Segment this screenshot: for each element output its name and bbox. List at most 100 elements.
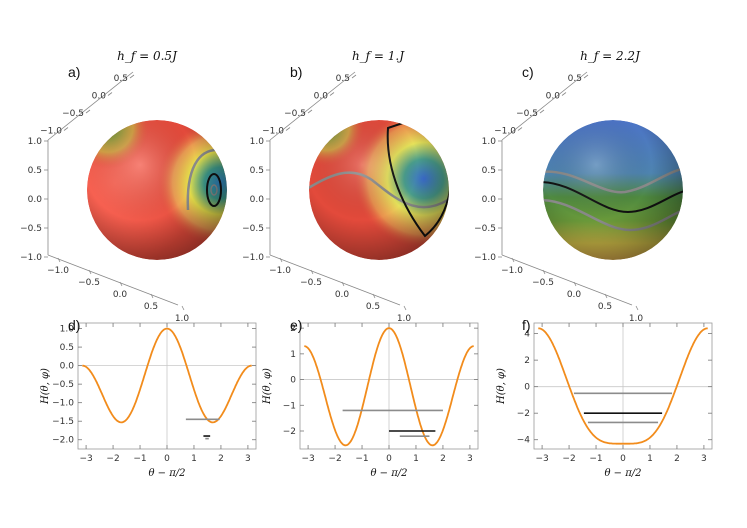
left-tick-label: 1.0 <box>482 137 497 147</box>
x-tick-label: 3 <box>467 454 473 464</box>
left-tick-label: −1.0 <box>20 253 42 263</box>
sphere-box-2: 0.50.0−0.5−1.01.00.50.0−0.5−1.0−1.0−0.50… <box>474 71 643 324</box>
x-tick-label: 2 <box>440 454 446 464</box>
x-tick-label: 1 <box>413 454 419 464</box>
panel-title-b: h_f = 1.J <box>352 49 405 63</box>
box-tick <box>129 74 135 79</box>
top-tick-label: −1.0 <box>40 127 62 137</box>
top-tick-label: −0.5 <box>284 109 306 119</box>
sphere-axes-layer: 0.50.0−0.5−1.01.00.50.0−0.5−1.0−1.0−0.50… <box>20 71 643 324</box>
x-tick-label: −2 <box>106 454 119 464</box>
bottom-tick-label: 0.0 <box>335 290 350 300</box>
left-tick-label: 0.0 <box>482 195 497 205</box>
left-tick-label: −0.5 <box>20 224 42 234</box>
y-tick-label: 0.0 <box>60 362 75 372</box>
box-tick <box>285 127 291 131</box>
y-tick-label: 2 <box>290 324 296 334</box>
x-axis-label: θ − π/2 <box>148 468 185 479</box>
bottom-tick-label: −1.0 <box>47 266 69 276</box>
x-tick-label: 0 <box>620 454 626 464</box>
y-axis-label: H(θ, φ) <box>40 368 51 405</box>
x-tick-label: 1 <box>191 454 197 464</box>
left-tick-label: 0.5 <box>250 166 264 176</box>
box-tick <box>561 92 567 96</box>
box-tick <box>57 257 61 263</box>
sphere-box-1: 0.50.0−0.5−1.01.00.50.0−0.5−1.0−1.0−0.50… <box>242 71 411 324</box>
x-tick-label: −3 <box>301 454 314 464</box>
panel-title-a: h_f = 0.5J <box>117 49 178 63</box>
box-tick <box>307 109 313 114</box>
box-tick <box>63 127 69 131</box>
bottom-labels: d) e) f) <box>68 317 531 333</box>
x-tick-label: 3 <box>245 454 251 464</box>
panel-label-b: b) <box>290 64 302 80</box>
x-tick-label: 2 <box>674 454 680 464</box>
y-axis-label: H(θ, φ) <box>496 368 507 405</box>
left-tick-label: −1.0 <box>474 253 496 263</box>
top-tick-label: 0.0 <box>92 92 107 102</box>
box-tick <box>310 269 314 275</box>
box-edge <box>501 71 588 141</box>
top-tick-label: −0.5 <box>516 109 538 119</box>
box-edge <box>269 71 356 141</box>
bottom-tick-label: −0.5 <box>300 278 322 288</box>
y-tick-label: 1.0 <box>60 325 75 335</box>
bottom-tick-label: −1.0 <box>501 266 523 276</box>
bottom-tick-label: 0.0 <box>567 290 582 300</box>
y-tick-label: −1 <box>283 401 296 411</box>
x-tick-label: −2 <box>328 454 341 464</box>
left-tick-label: 0.5 <box>482 166 496 176</box>
box-tick <box>119 281 123 287</box>
bottom-tick-label: 0.0 <box>113 290 128 300</box>
box-tick <box>279 257 283 263</box>
x-tick-label: 1 <box>647 454 653 464</box>
box-tick <box>85 109 91 114</box>
panel-label-d: d) <box>68 317 80 333</box>
x-tick-label: 0 <box>164 454 170 464</box>
box-tick <box>181 305 185 311</box>
box-tick <box>511 257 515 263</box>
energy-curve <box>538 327 708 445</box>
top-tick-label: −1.0 <box>262 127 284 137</box>
box-edge <box>269 254 401 306</box>
box-tick <box>351 74 357 79</box>
bloch-sphere-c <box>543 120 683 260</box>
bottom-tick-label: 1.0 <box>175 314 190 324</box>
bottom-tick-label: 0.5 <box>598 302 612 312</box>
bottom-tick-label: 0.5 <box>366 302 380 312</box>
box-tick <box>403 305 407 311</box>
y-tick-label: 0.5 <box>60 343 74 353</box>
y-tick-label: 1 <box>290 350 296 360</box>
box-tick <box>573 281 577 287</box>
x-tick-label: −2 <box>562 454 575 464</box>
bottom-tick-label: 0.5 <box>144 302 158 312</box>
left-tick-label: 1.0 <box>28 137 43 147</box>
x-tick-label: 3 <box>701 454 707 464</box>
panel-label-c: c) <box>522 64 534 80</box>
bottom-tick-label: −0.5 <box>532 278 554 288</box>
bottom-tick-label: −0.5 <box>78 278 100 288</box>
panel-title-c: h_f = 2.2J <box>580 49 641 63</box>
panel-label-f: f) <box>522 317 531 333</box>
box-tick <box>542 269 546 275</box>
left-tick-label: −1.0 <box>242 253 264 263</box>
x-tick-label: 0 <box>386 454 392 464</box>
box-tick <box>150 293 154 299</box>
panel-label-e: e) <box>290 317 302 333</box>
left-tick-label: 0.0 <box>28 195 43 205</box>
left-tick-label: −0.5 <box>242 224 264 234</box>
box-tick <box>517 127 523 131</box>
y-tick-label: 2 <box>524 356 530 366</box>
top-tick-label: 0.5 <box>114 74 128 84</box>
top-tick-label: −0.5 <box>62 109 84 119</box>
energy-plot-0: −3 −2 −1 0 1 2 3 1.0 0.5 0.0 −0.5 −1.0 −1.5 −2.0 θ − π… <box>40 322 257 479</box>
top-tick-label: 0.5 <box>568 74 582 84</box>
x-tick-label: −1 <box>133 454 146 464</box>
top-labels: a) b) c) h_f = 0.5J h_f = 1.J h_f = 2.2J <box>68 49 641 80</box>
x-tick-label: 2 <box>218 454 224 464</box>
y-tick-label: −2 <box>283 427 296 437</box>
top-tick-label: 0.0 <box>546 92 561 102</box>
box-tick <box>539 109 545 114</box>
energy-plot-1: −3 −2 −1 0 1 2 3 2 1 0 −1 −2 θ − π/2 H(θ, φ) <box>262 322 479 479</box>
